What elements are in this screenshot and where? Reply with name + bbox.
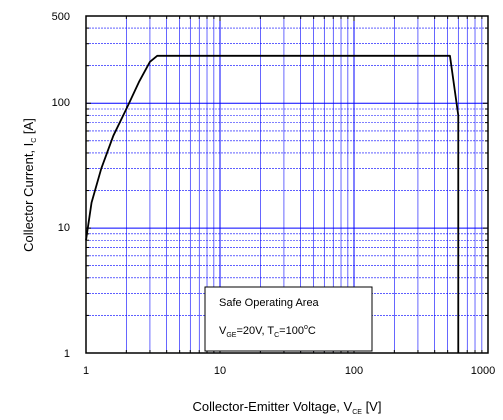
legend-box: Safe Operating Area VGE=20V, TC=100oC: [204, 286, 373, 352]
x-tick-100: 100: [345, 365, 363, 377]
y-tick-500: 500: [52, 11, 70, 23]
soa-boundary-line: [85, 54, 460, 353]
x-tick-labels: 1 10 100 1000: [83, 365, 495, 377]
data-series: [85, 54, 460, 353]
plot-frame: [85, 15, 489, 354]
y-tick-10: 10: [58, 222, 70, 234]
y-tick-labels: 1 10 100 500: [52, 11, 70, 360]
y-tick-100: 100: [52, 97, 70, 109]
legend-conditions: VGE=20V, TC=100oC: [219, 324, 316, 339]
y-tick-1: 1: [64, 348, 70, 360]
x-axis-label: Collector-Emitter Voltage, VCE [V]: [193, 399, 382, 416]
x-tick-1000: 1000: [471, 365, 495, 377]
legend-title: Safe Operating Area: [219, 297, 320, 309]
x-tick-1: 1: [83, 365, 89, 377]
legend-frame: [204, 286, 373, 352]
x-tick-10: 10: [214, 365, 226, 377]
y-axis-label: Collector Current, IC [A]: [21, 118, 38, 252]
